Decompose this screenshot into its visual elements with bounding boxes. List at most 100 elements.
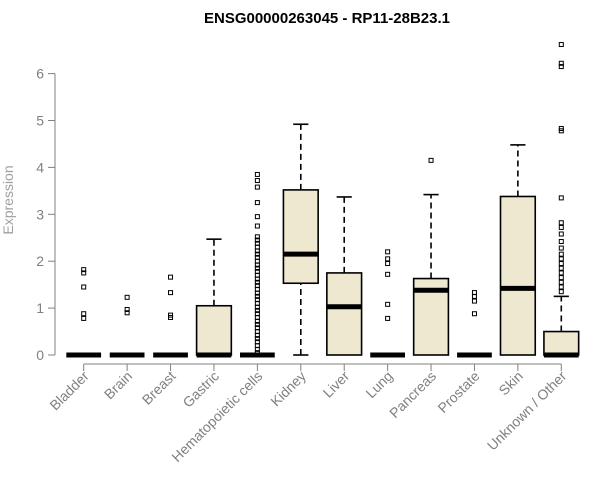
- outlier-point: [558, 125, 564, 131]
- outlier-point: [254, 251, 260, 257]
- outlier-point: [385, 261, 391, 267]
- outlier-point: [81, 267, 87, 273]
- outlier-point: [254, 234, 260, 240]
- y-tick-label: 0: [36, 347, 44, 363]
- chart-title: ENSG00000263045 - RP11-28B23.1: [204, 10, 450, 27]
- outlier-point: [254, 240, 260, 246]
- outlier-point: [558, 231, 564, 237]
- outlier-point: [385, 256, 391, 262]
- outlier-point: [385, 301, 391, 307]
- box-skin: [499, 144, 537, 356]
- box-unknown-other: [543, 42, 580, 358]
- outlier-point: [254, 322, 260, 328]
- outlier-point: [254, 237, 260, 243]
- x-tick-label: Breast: [139, 368, 179, 408]
- outlier-point: [254, 339, 260, 345]
- outlier-point: [254, 279, 260, 285]
- iqr-box: [282, 189, 319, 285]
- outlier-point: [385, 271, 391, 277]
- x-tick-label: Liver: [320, 368, 353, 401]
- x-tick-label: Bladder: [46, 368, 92, 414]
- outlier-point: [471, 290, 477, 296]
- box-pancreas: [412, 157, 450, 356]
- outlier-point: [558, 265, 564, 271]
- iqr-box: [543, 330, 580, 356]
- outlier-point: [254, 293, 260, 299]
- y-tick-label: 2: [36, 253, 44, 269]
- outlier-point: [254, 297, 260, 303]
- box-kidney: [282, 123, 319, 356]
- outlier-point: [254, 311, 260, 317]
- outlier-point: [81, 284, 87, 290]
- outlier-point: [168, 312, 174, 318]
- outlier-point: [558, 284, 564, 290]
- y-tick-label: 1: [36, 300, 44, 316]
- outlier-point: [254, 325, 260, 331]
- outlier-point: [471, 311, 477, 317]
- y-tick-label: 3: [36, 206, 44, 222]
- y-tick-label: 4: [36, 159, 44, 175]
- box-lung: [370, 249, 405, 358]
- outlier-point: [81, 311, 87, 317]
- outlier-point: [558, 239, 564, 245]
- x-tick-label: Unknown / Other: [484, 368, 570, 454]
- outlier-point: [558, 279, 564, 285]
- x-tick-label: Skin: [495, 368, 526, 399]
- outlier-point: [254, 350, 260, 356]
- box-prostate: [457, 290, 492, 358]
- x-tick-label: Brain: [101, 368, 135, 402]
- outlier-point: [558, 261, 564, 267]
- box-brain: [109, 294, 145, 358]
- outlier-point: [558, 256, 564, 262]
- box-hematopoietic-cells: [240, 171, 275, 358]
- x-tick-label: Lung: [362, 368, 395, 401]
- y-tick-label: 6: [36, 66, 44, 82]
- x-tick-label: Gastric: [179, 368, 222, 411]
- outlier-point: [254, 283, 260, 289]
- outlier-point: [558, 42, 564, 48]
- outlier-point: [558, 220, 564, 226]
- x-tick-label: Pancreas: [386, 368, 439, 421]
- iqr-box: [499, 195, 537, 356]
- y-tick-label: 5: [36, 113, 44, 129]
- outlier-point: [558, 251, 564, 257]
- y-axis-title: Expression: [0, 165, 16, 234]
- outlier-point: [558, 270, 564, 276]
- box-liver: [326, 196, 363, 356]
- box-gastric: [195, 238, 233, 358]
- iqr-box: [326, 272, 363, 356]
- x-tick-label: Kidney: [267, 368, 309, 410]
- outlier-point: [385, 315, 391, 321]
- outlier-point: [124, 310, 130, 316]
- outlier-point: [428, 157, 434, 163]
- outlier-point: [254, 223, 260, 229]
- outlier-point: [385, 249, 391, 255]
- outlier-point: [254, 265, 260, 271]
- outlier-point: [254, 336, 260, 342]
- outlier-point: [124, 307, 130, 313]
- outlier-point: [254, 200, 260, 206]
- outlier-point: [558, 64, 564, 70]
- outlier-point: [254, 184, 260, 190]
- outlier-point: [168, 290, 174, 296]
- outlier-point: [558, 245, 564, 251]
- boxes-group: [66, 42, 580, 358]
- outlier-point: [81, 270, 87, 276]
- outlier-point: [558, 275, 564, 281]
- outlier-point: [254, 171, 260, 177]
- outlier-point: [558, 289, 564, 295]
- outlier-point: [124, 294, 130, 300]
- outlier-point: [471, 298, 477, 304]
- outlier-point: [81, 315, 87, 321]
- y-axis: 0 1 2 3 4 5 6: [36, 66, 56, 363]
- x-tick-label: Prostate: [434, 368, 482, 416]
- outlier-point: [254, 214, 260, 220]
- outlier-point: [254, 307, 260, 313]
- outlier-point: [558, 224, 564, 230]
- outlier-point: [254, 254, 260, 260]
- outlier-point: [254, 269, 260, 275]
- box-bladder: [66, 267, 102, 358]
